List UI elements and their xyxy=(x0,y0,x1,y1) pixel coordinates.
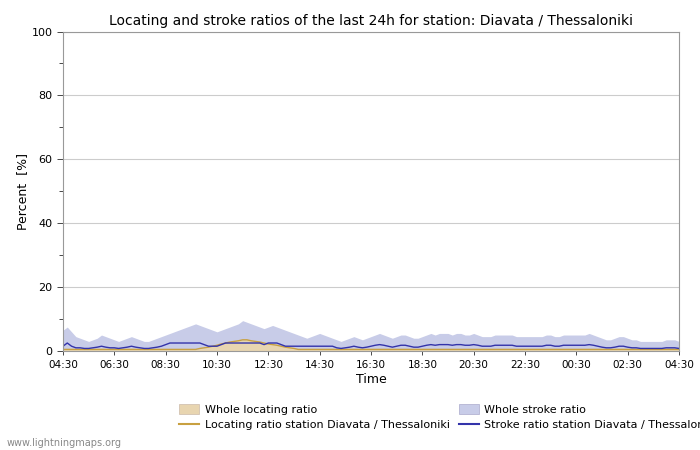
Y-axis label: Percent  [%]: Percent [%] xyxy=(16,153,29,230)
X-axis label: Time: Time xyxy=(356,373,386,386)
Legend: Whole locating ratio, Locating ratio station Diavata / Thessaloniki, Whole strok: Whole locating ratio, Locating ratio sta… xyxy=(179,405,700,431)
Title: Locating and stroke ratios of the last 24h for station: Diavata / Thessaloniki: Locating and stroke ratios of the last 2… xyxy=(109,14,633,27)
Text: www.lightningmaps.org: www.lightningmaps.org xyxy=(7,438,122,448)
